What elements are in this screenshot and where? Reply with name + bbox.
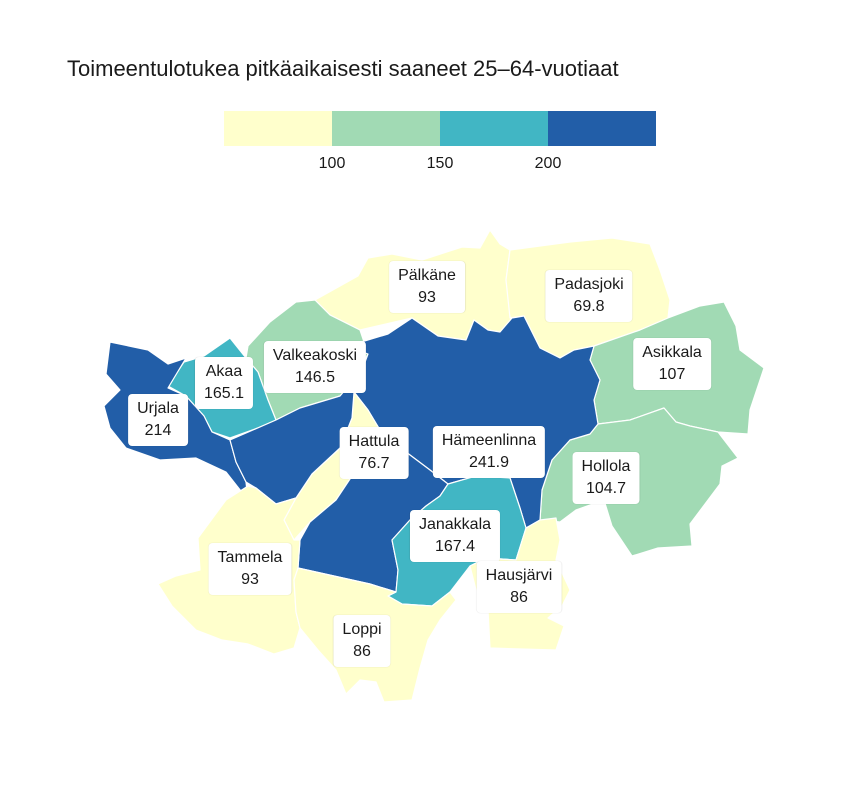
label-hattula: Hattula 76.7 [339, 427, 409, 479]
label-asikkala-value: 107 [658, 366, 686, 383]
label-hattula-name: Hattula [348, 433, 400, 450]
label-palkane-name: Pälkäne [398, 267, 456, 284]
label-hollola-name: Hollola [581, 458, 631, 475]
label-janakkala: Janakkala 167.4 [409, 510, 501, 562]
label-loppi: Loppi 86 [333, 615, 391, 667]
label-valkeakoski: Valkeakoski 146.5 [263, 341, 367, 393]
legend-swatch-1 [224, 111, 332, 146]
label-asikkala-name: Asikkala [642, 344, 702, 361]
label-akaa: Akaa 165.1 [194, 357, 254, 409]
label-padasjoki-value: 69.8 [573, 298, 605, 315]
label-janakkala-name: Janakkala [418, 516, 492, 533]
label-loppi-value: 86 [353, 643, 371, 660]
label-akaa-value: 165.1 [203, 385, 245, 402]
label-urjala-value: 214 [144, 422, 172, 439]
label-hollola: Hollola 104.7 [572, 452, 640, 504]
label-padasjoki: Padasjoki 69.8 [545, 270, 633, 322]
label-asikkala: Asikkala 107 [633, 338, 711, 390]
label-tammela-value: 93 [241, 571, 259, 588]
label-tammela-name: Tammela [217, 549, 283, 566]
label-janakkala-value: 167.4 [434, 538, 476, 555]
legend-swatch-2 [332, 111, 440, 146]
label-palkane-value: 93 [418, 289, 436, 306]
label-hausjarvi-name: Hausjärvi [485, 567, 553, 584]
label-urjala-name: Urjala [137, 400, 179, 417]
legend-tick-200: 200 [534, 155, 562, 172]
legend-tick-150: 150 [426, 155, 454, 172]
label-hameenlinna-name: Hämeenlinna [441, 432, 537, 449]
label-hausjarvi-value: 86 [510, 589, 528, 606]
label-hameenlinna-value: 241.9 [468, 454, 510, 471]
label-hausjarvi: Hausjärvi 86 [476, 561, 562, 613]
label-valkeakoski-value: 146.5 [294, 369, 336, 386]
label-hollola-value: 104.7 [585, 480, 627, 497]
label-palkane: Pälkäne 93 [389, 261, 465, 313]
legend-tick-100: 100 [318, 155, 346, 172]
label-valkeakoski-name: Valkeakoski [272, 347, 358, 364]
legend-swatch-3 [440, 111, 548, 146]
label-padasjoki-name: Padasjoki [554, 276, 624, 293]
label-tammela: Tammela 93 [208, 543, 292, 595]
label-urjala: Urjala 214 [128, 394, 188, 446]
color-legend [224, 111, 656, 146]
map-title: Toimeentulotukea pitkäaikaisesti saaneet… [67, 56, 619, 81]
label-hattula-value: 76.7 [358, 455, 390, 472]
legend-swatch-4 [548, 111, 656, 146]
label-hameenlinna: Hämeenlinna 241.9 [432, 426, 546, 478]
label-akaa-name: Akaa [205, 363, 243, 380]
label-loppi-name: Loppi [342, 621, 382, 638]
